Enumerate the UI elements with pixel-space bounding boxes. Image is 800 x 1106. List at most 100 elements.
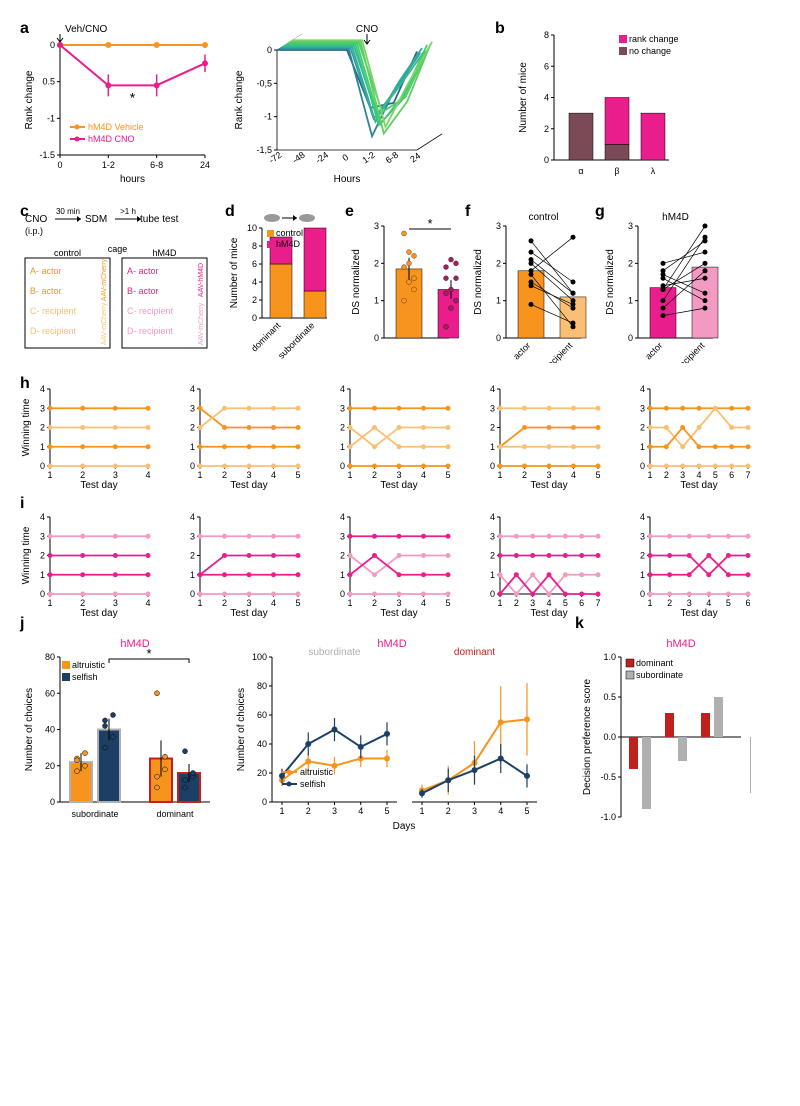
svg-text:Number of mice: Number of mice — [518, 62, 529, 133]
svg-text:dominant: dominant — [636, 658, 674, 668]
svg-text:tube test: tube test — [140, 214, 179, 225]
svg-text:1: 1 — [340, 442, 345, 452]
svg-text:hM4D: hM4D — [276, 239, 301, 249]
svg-text:2: 2 — [640, 423, 645, 433]
svg-text:2: 2 — [252, 295, 257, 305]
svg-text:2: 2 — [640, 551, 645, 561]
svg-text:actor: actor — [511, 340, 532, 361]
svg-text:20: 20 — [45, 761, 55, 771]
svg-text:3: 3 — [640, 531, 645, 541]
svg-text:Test day: Test day — [680, 608, 717, 619]
svg-text:Number of choices: Number of choices — [24, 688, 35, 771]
svg-text:Decision preference score: Decision preference score — [582, 678, 593, 795]
panel-d: 0246810dominantsubordinatecontrolhM4DNum… — [227, 208, 337, 363]
svg-text:0: 0 — [340, 589, 345, 599]
svg-text:4: 4 — [546, 598, 551, 608]
svg-text:actor: actor — [643, 340, 664, 361]
svg-text:4: 4 — [490, 512, 495, 522]
svg-text:*: * — [130, 90, 136, 106]
svg-text:2: 2 — [40, 551, 45, 561]
svg-text:Test day: Test day — [230, 480, 267, 491]
svg-text:AAV-mCherry: AAV-mCherry — [198, 302, 205, 345]
svg-text:hM4D: hM4D — [666, 638, 695, 650]
svg-text:0: 0 — [267, 45, 272, 55]
svg-text:0: 0 — [374, 333, 379, 343]
svg-text:3: 3 — [40, 531, 45, 541]
svg-text:6-8: 6-8 — [150, 160, 163, 170]
svg-text:100: 100 — [252, 652, 267, 662]
svg-text:0: 0 — [50, 797, 55, 807]
svg-text:control: control — [528, 212, 558, 223]
svg-text:0.5: 0.5 — [42, 77, 55, 87]
svg-text:1: 1 — [279, 806, 284, 816]
svg-text:6: 6 — [544, 61, 549, 71]
svg-text:DS normalized: DS normalized — [473, 249, 484, 315]
svg-text:7: 7 — [595, 598, 600, 608]
panel-i-1: 0123412345Test day — [170, 509, 308, 619]
svg-text:-1.0: -1.0 — [600, 812, 616, 822]
svg-text:3: 3 — [40, 403, 45, 413]
svg-text:4: 4 — [40, 512, 45, 522]
svg-text:20: 20 — [257, 768, 267, 778]
svg-text:0: 0 — [190, 461, 195, 471]
svg-text:Days: Days — [393, 821, 416, 832]
panel-i-3: 012341234567Test day — [470, 509, 608, 619]
svg-text:hM4D: hM4D — [662, 212, 689, 223]
svg-text:5: 5 — [595, 470, 600, 480]
svg-text:2: 2 — [496, 258, 501, 268]
svg-text:1: 1 — [47, 470, 52, 480]
svg-text:7: 7 — [745, 470, 750, 480]
panel-label-i: i — [20, 495, 24, 513]
svg-text:1: 1 — [347, 470, 352, 480]
svg-text:3: 3 — [374, 221, 379, 231]
svg-text:-1.5: -1.5 — [39, 150, 55, 160]
svg-text:DS normalized: DS normalized — [351, 249, 362, 315]
svg-text:4: 4 — [145, 470, 150, 480]
svg-text:2: 2 — [306, 806, 311, 816]
svg-text:1: 1 — [197, 470, 202, 480]
svg-text:2: 2 — [190, 423, 195, 433]
svg-text:5: 5 — [445, 470, 450, 480]
panel-a-right-3d: 0-0,5-1-1,5-72-48-2401-26-824CNOHoursRan… — [227, 20, 482, 185]
svg-text:40: 40 — [45, 725, 55, 735]
svg-text:Winning time: Winning time — [21, 398, 32, 456]
svg-text:4: 4 — [40, 384, 45, 394]
svg-text:1: 1 — [40, 570, 45, 580]
panel-label-b: b — [495, 20, 505, 38]
svg-text:3: 3 — [628, 221, 633, 231]
svg-text:3: 3 — [340, 531, 345, 541]
svg-text:0: 0 — [50, 40, 55, 50]
svg-text:Test day: Test day — [380, 480, 417, 491]
svg-text:3: 3 — [490, 403, 495, 413]
svg-text:dominant: dominant — [156, 809, 194, 819]
svg-text:3: 3 — [687, 598, 692, 608]
panel-h-3: 0123412345Test day — [470, 381, 608, 491]
svg-text:-0.5: -0.5 — [600, 772, 616, 782]
panel-i-0: 012341234Winning timeTest day — [20, 509, 158, 619]
svg-text:0: 0 — [340, 461, 345, 471]
svg-text:3: 3 — [190, 531, 195, 541]
svg-text:4: 4 — [340, 512, 345, 522]
panel-j-right: hM4D02040608010012345subordinate12345dom… — [232, 637, 552, 832]
svg-text:2: 2 — [340, 551, 345, 561]
svg-text:6: 6 — [745, 598, 750, 608]
panel-label-h: h — [20, 375, 30, 393]
svg-text:2: 2 — [80, 470, 85, 480]
svg-text:selfish: selfish — [72, 672, 98, 682]
panel-h-1: 0123412345Test day — [170, 381, 308, 491]
svg-text:5: 5 — [726, 598, 731, 608]
svg-text:1: 1 — [347, 598, 352, 608]
svg-text:Number of choices: Number of choices — [236, 688, 247, 771]
svg-text:subordinate: subordinate — [71, 809, 118, 819]
svg-text:-1: -1 — [47, 113, 55, 123]
svg-text:2: 2 — [372, 598, 377, 608]
svg-text:1: 1 — [640, 570, 645, 580]
svg-text:2: 2 — [222, 470, 227, 480]
svg-text:altruistic: altruistic — [72, 660, 106, 670]
svg-text:3: 3 — [396, 598, 401, 608]
svg-text:0: 0 — [40, 461, 45, 471]
svg-text:0: 0 — [340, 152, 350, 163]
panel-h-2: 0123412345Test day — [320, 381, 458, 491]
svg-text:β: β — [614, 166, 619, 176]
svg-text:Rank change: Rank change — [24, 70, 35, 129]
